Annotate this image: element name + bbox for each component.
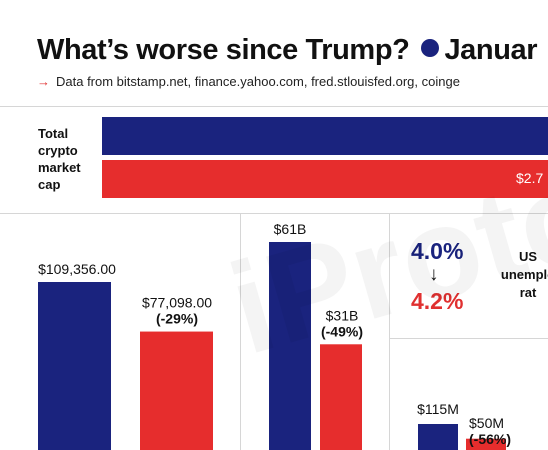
value-label-1-after: $77,098.00 [142,295,212,311]
chart-title: What’s worse since Trump? Januar [37,34,538,66]
value-label-3-after: $50M [469,415,504,431]
crypto-cap-label: Total crypto market cap [38,126,81,192]
crypto-cap-bar-before [102,117,548,155]
unemployment-label-line: unemplo [500,267,548,282]
title-text: What’s worse since Trump? [37,34,410,66]
divider-top [0,106,548,107]
unemployment-after: 4.2% [411,288,464,314]
bar-2-before [269,242,311,450]
bar-3-before [418,424,458,450]
bar-3-after [466,438,506,450]
source-text: Data from bitstamp.net, finance.yahoo.co… [56,74,460,89]
unemployment-before: 4.0% [411,238,464,264]
bar-1-before [38,282,111,450]
title-bullet-icon [421,39,440,57]
arrow-right-icon: → [37,74,50,89]
divider-middle [0,213,548,214]
unemployment-label-line: rat [519,285,537,300]
value-label-2-after: $31B [326,307,359,323]
value-label-2-before: $61B [274,221,307,237]
crypto-cap-bar-after [102,160,548,198]
unemployment-label: US unemplo rat [488,248,548,302]
title-date: Januar [444,34,538,66]
source-note: → Data from bitstamp.net, finance.yahoo.c… [37,74,460,89]
arrow-down-icon: ↓ [429,264,439,285]
panel-divider-3 [389,338,548,339]
change-label-3: (-56%) [469,431,511,447]
value-label-1-before: $109,356.00 [38,261,116,277]
bar-1-after [140,331,213,450]
bar-2-after [320,344,362,450]
unemployment-label-line: US [518,249,538,264]
change-label-2: (-49%) [321,323,363,339]
value-label-3-before: $115M [417,401,459,417]
panel-divider-2 [389,213,390,450]
change-label-1: (-29%) [156,311,198,327]
crypto-cap-after-value: $2.7 [516,170,544,186]
panel-divider-1 [240,213,241,450]
